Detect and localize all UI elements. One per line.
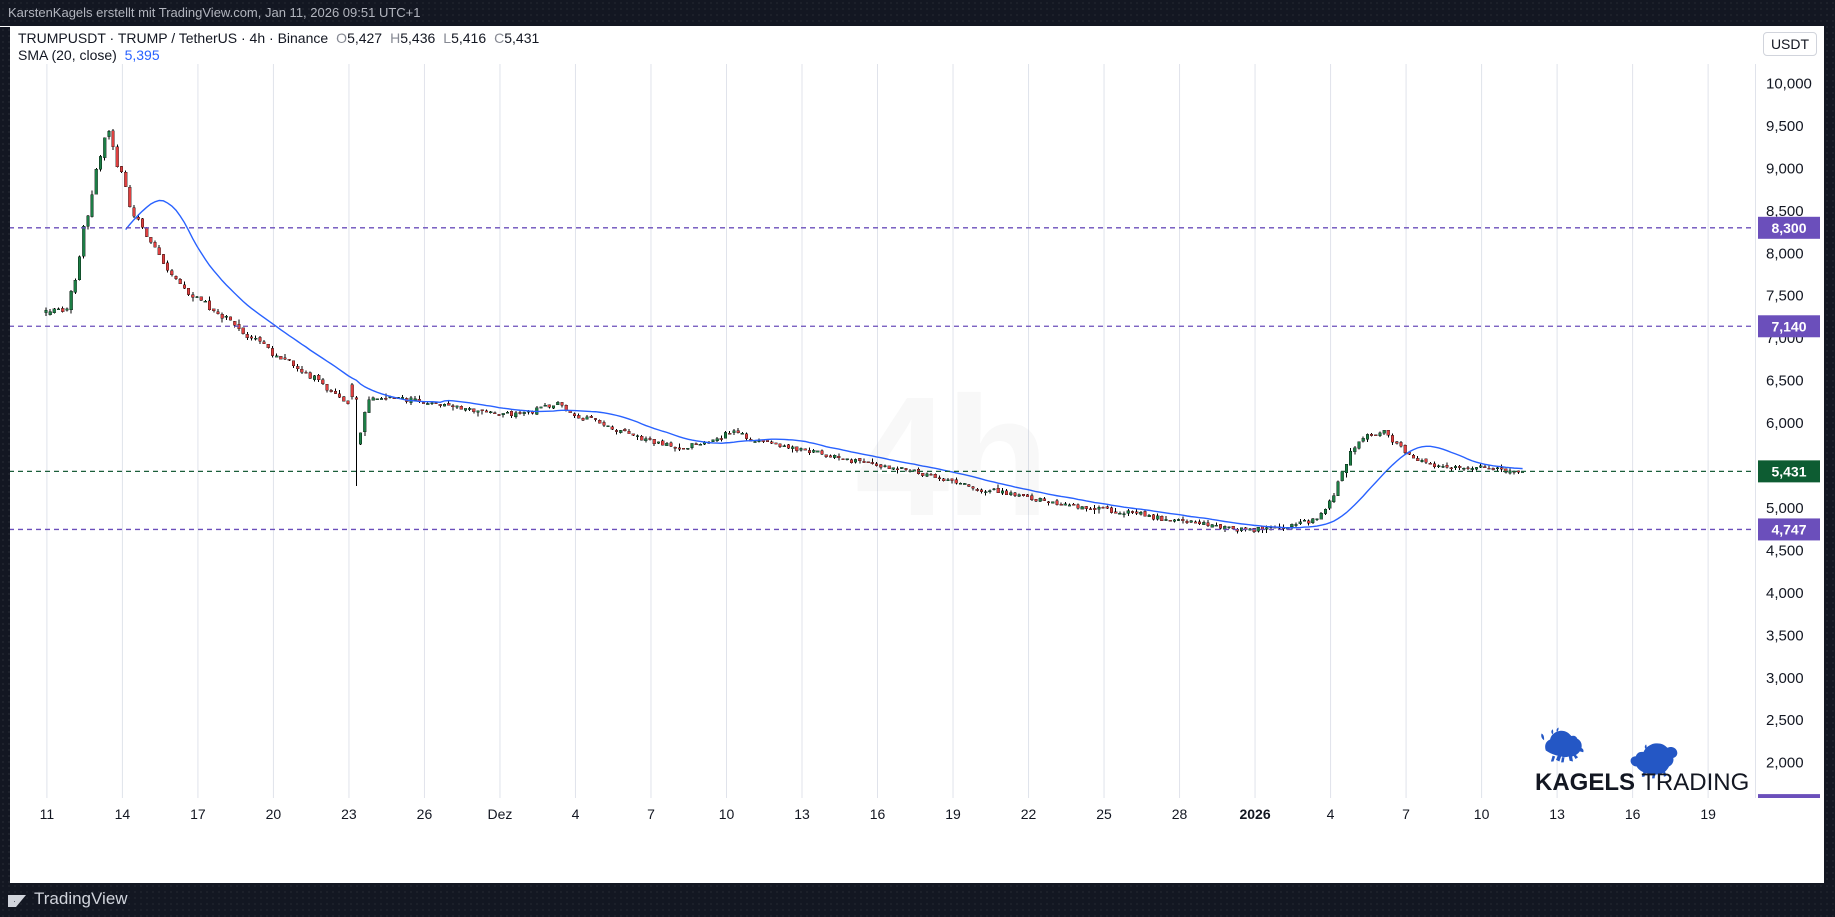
svg-text:19: 19 bbox=[1700, 806, 1716, 822]
svg-text:6,500: 6,500 bbox=[1766, 373, 1804, 390]
svg-text:10: 10 bbox=[719, 806, 735, 822]
svg-text:2,500: 2,500 bbox=[1766, 712, 1804, 729]
svg-text:28: 28 bbox=[1172, 806, 1188, 822]
svg-text:4: 4 bbox=[572, 806, 580, 822]
svg-text:4,000: 4,000 bbox=[1766, 585, 1804, 602]
svg-text:4: 4 bbox=[1327, 806, 1335, 822]
svg-text:3,500: 3,500 bbox=[1766, 627, 1804, 644]
svg-text:Dez: Dez bbox=[488, 806, 513, 822]
svg-text:23: 23 bbox=[341, 806, 357, 822]
svg-text:2026: 2026 bbox=[1239, 806, 1270, 822]
svg-text:10,000: 10,000 bbox=[1766, 75, 1812, 92]
svg-text:5,431: 5,431 bbox=[1771, 463, 1806, 479]
svg-text:5,000: 5,000 bbox=[1766, 500, 1804, 517]
svg-text:13: 13 bbox=[794, 806, 810, 822]
svg-text:4,747: 4,747 bbox=[1771, 521, 1806, 537]
svg-text:7,140: 7,140 bbox=[1771, 318, 1806, 334]
svg-text:3,000: 3,000 bbox=[1766, 670, 1804, 687]
svg-text:10: 10 bbox=[1474, 806, 1490, 822]
svg-text:7: 7 bbox=[1402, 806, 1410, 822]
svg-text:9,500: 9,500 bbox=[1766, 118, 1804, 135]
svg-text:4,500: 4,500 bbox=[1766, 542, 1804, 559]
svg-text:25: 25 bbox=[1096, 806, 1112, 822]
svg-text:8,300: 8,300 bbox=[1771, 220, 1806, 236]
svg-text:7,500: 7,500 bbox=[1766, 288, 1804, 305]
svg-text:8,000: 8,000 bbox=[1766, 245, 1804, 262]
svg-text:2,000: 2,000 bbox=[1766, 755, 1804, 772]
svg-text:7: 7 bbox=[647, 806, 655, 822]
svg-text:26: 26 bbox=[417, 806, 433, 822]
svg-text:13: 13 bbox=[1549, 806, 1565, 822]
svg-text:11: 11 bbox=[40, 806, 55, 822]
svg-text:16: 16 bbox=[870, 806, 886, 822]
svg-text:16: 16 bbox=[1625, 806, 1641, 822]
svg-text:14: 14 bbox=[115, 806, 131, 822]
svg-text:20: 20 bbox=[266, 806, 282, 822]
svg-text:9,000: 9,000 bbox=[1766, 160, 1804, 177]
svg-text:17: 17 bbox=[190, 806, 206, 822]
svg-text:19: 19 bbox=[945, 806, 961, 822]
svg-text:1,500: 1,500 bbox=[1771, 797, 1806, 798]
svg-text:22: 22 bbox=[1021, 806, 1037, 822]
svg-text:6,000: 6,000 bbox=[1766, 415, 1804, 432]
